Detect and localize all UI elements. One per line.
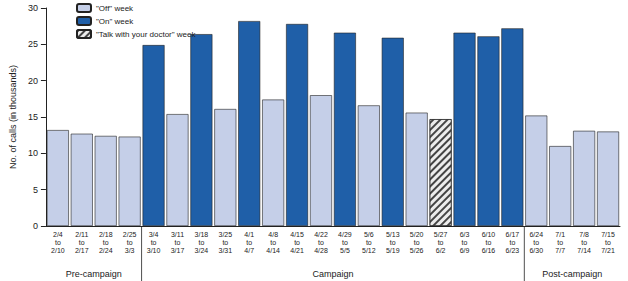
svg-text:to: to bbox=[462, 239, 468, 246]
svg-text:to: to bbox=[294, 239, 300, 246]
svg-text:2/10: 2/10 bbox=[51, 247, 65, 254]
svg-text:5: 5 bbox=[33, 185, 38, 195]
svg-text:to: to bbox=[605, 239, 611, 246]
svg-text:"On" week: "On" week bbox=[96, 17, 134, 26]
svg-text:5/5: 5/5 bbox=[340, 247, 350, 254]
svg-text:to: to bbox=[557, 239, 563, 246]
svg-text:to: to bbox=[438, 239, 444, 246]
svg-text:to: to bbox=[222, 239, 228, 246]
svg-text:"Talk with your doctor" week: "Talk with your doctor" week bbox=[96, 30, 196, 39]
svg-text:4/15: 4/15 bbox=[290, 231, 304, 238]
svg-text:2/17: 2/17 bbox=[75, 247, 89, 254]
svg-text:30: 30 bbox=[28, 3, 38, 13]
svg-text:2/11: 2/11 bbox=[75, 231, 88, 238]
svg-text:6/2: 6/2 bbox=[436, 247, 446, 254]
svg-text:7/1: 7/1 bbox=[555, 231, 565, 238]
svg-text:7/8: 7/8 bbox=[579, 231, 589, 238]
svg-text:2/25: 2/25 bbox=[123, 231, 137, 238]
svg-text:3/24: 3/24 bbox=[195, 247, 209, 254]
svg-text:to: to bbox=[270, 239, 276, 246]
svg-text:4/21: 4/21 bbox=[290, 247, 304, 254]
svg-text:5/27: 5/27 bbox=[434, 231, 448, 238]
svg-text:5/26: 5/26 bbox=[410, 247, 424, 254]
svg-text:15: 15 bbox=[28, 112, 38, 122]
svg-text:to: to bbox=[366, 239, 372, 246]
svg-text:to: to bbox=[581, 239, 587, 246]
svg-text:to: to bbox=[533, 239, 539, 246]
svg-text:3/25: 3/25 bbox=[219, 231, 233, 238]
svg-text:10: 10 bbox=[28, 148, 38, 158]
svg-text:6/30: 6/30 bbox=[529, 247, 543, 254]
svg-text:5/13: 5/13 bbox=[386, 231, 400, 238]
svg-text:6/3: 6/3 bbox=[460, 231, 470, 238]
svg-text:7/21: 7/21 bbox=[601, 247, 615, 254]
svg-text:to: to bbox=[486, 239, 492, 246]
svg-text:3/4: 3/4 bbox=[149, 231, 159, 238]
svg-text:to: to bbox=[175, 239, 181, 246]
svg-text:2/4: 2/4 bbox=[53, 231, 63, 238]
svg-text:25: 25 bbox=[28, 39, 38, 49]
svg-text:6/24: 6/24 bbox=[529, 231, 543, 238]
svg-text:7/15: 7/15 bbox=[601, 231, 615, 238]
svg-text:4/14: 4/14 bbox=[266, 247, 280, 254]
svg-text:3/31: 3/31 bbox=[219, 247, 233, 254]
svg-text:2/24: 2/24 bbox=[99, 247, 113, 254]
svg-text:3/17: 3/17 bbox=[171, 247, 185, 254]
svg-text:to: to bbox=[509, 239, 515, 246]
svg-text:to: to bbox=[414, 239, 420, 246]
svg-text:5/19: 5/19 bbox=[386, 247, 400, 254]
svg-text:4/22: 4/22 bbox=[314, 231, 328, 238]
svg-text:2/18: 2/18 bbox=[99, 231, 113, 238]
svg-text:7/7: 7/7 bbox=[555, 247, 565, 254]
svg-text:5/12: 5/12 bbox=[362, 247, 376, 254]
svg-text:3/10: 3/10 bbox=[147, 247, 161, 254]
svg-text:6/16: 6/16 bbox=[482, 247, 496, 254]
svg-text:4/28: 4/28 bbox=[314, 247, 328, 254]
svg-text:3/18: 3/18 bbox=[195, 231, 209, 238]
svg-text:"Off" week: "Off" week bbox=[96, 4, 134, 13]
svg-text:4/7: 4/7 bbox=[244, 247, 254, 254]
svg-text:6/23: 6/23 bbox=[506, 247, 520, 254]
svg-text:3/3: 3/3 bbox=[125, 247, 135, 254]
svg-text:to: to bbox=[318, 239, 324, 246]
svg-text:Campaign: Campaign bbox=[312, 269, 353, 279]
svg-text:to: to bbox=[390, 239, 396, 246]
svg-text:5/20: 5/20 bbox=[410, 231, 424, 238]
svg-text:6/10: 6/10 bbox=[482, 231, 496, 238]
svg-text:6/9: 6/9 bbox=[460, 247, 470, 254]
svg-text:to: to bbox=[151, 239, 157, 246]
svg-text:20: 20 bbox=[28, 76, 38, 86]
svg-text:5/6: 5/6 bbox=[364, 231, 374, 238]
svg-text:to: to bbox=[246, 239, 252, 246]
svg-text:4/29: 4/29 bbox=[338, 231, 352, 238]
svg-text:7/14: 7/14 bbox=[577, 247, 591, 254]
svg-text:3/11: 3/11 bbox=[171, 231, 184, 238]
svg-text:Post-campaign: Post-campaign bbox=[542, 269, 602, 279]
svg-text:4/8: 4/8 bbox=[268, 231, 278, 238]
svg-text:Pre-campaign: Pre-campaign bbox=[66, 269, 122, 279]
svg-text:to: to bbox=[127, 239, 133, 246]
svg-text:to: to bbox=[79, 239, 85, 246]
svg-text:No. of calls (in thousands): No. of calls (in thousands) bbox=[8, 65, 18, 169]
svg-text:to: to bbox=[55, 239, 61, 246]
svg-text:to: to bbox=[198, 239, 204, 246]
svg-text:0: 0 bbox=[33, 221, 38, 231]
svg-text:4/1: 4/1 bbox=[244, 231, 254, 238]
svg-text:to: to bbox=[342, 239, 348, 246]
svg-text:6/17: 6/17 bbox=[506, 231, 520, 238]
svg-text:to: to bbox=[103, 239, 109, 246]
